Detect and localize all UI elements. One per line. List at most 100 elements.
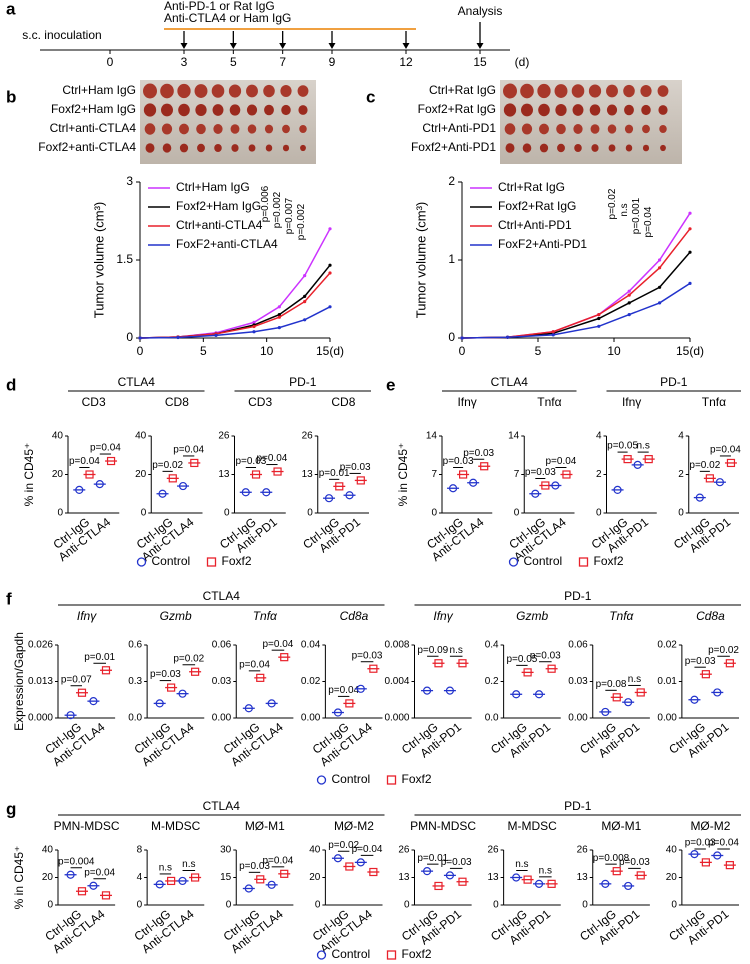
p-value: p=0.03: [530, 650, 561, 661]
foxf2-point: [725, 861, 734, 870]
foxf2-point: [644, 455, 653, 464]
p-value: n.s: [182, 859, 195, 870]
subplot-title: MØ-M2: [334, 819, 374, 833]
point: [328, 227, 332, 231]
tumor: [657, 85, 669, 97]
tumor: [520, 83, 534, 99]
group-title: PD-1: [564, 589, 592, 603]
control-point: [345, 491, 354, 500]
legend-swatch: [316, 950, 327, 960]
control-point: [89, 881, 98, 890]
y-tick-label: 13: [577, 872, 589, 883]
foxf2-point: [256, 875, 265, 884]
control-point: [324, 494, 334, 503]
tumor: [624, 124, 634, 134]
control-point: [155, 699, 164, 708]
tumor: [264, 104, 274, 116]
point: [252, 330, 256, 334]
p-value: p=0.01: [417, 853, 448, 864]
x-tick-label: 10: [607, 344, 621, 358]
arrow-head: [402, 43, 410, 49]
legend-label: Control: [524, 554, 563, 568]
tumor: [194, 84, 208, 98]
foxf2-point: [345, 699, 354, 708]
foxf2-point: [523, 875, 532, 884]
treatment-label: Anti-CTLA4 or Ham IgG: [164, 11, 291, 25]
p-value: p=0.03: [443, 456, 474, 467]
control-point: [267, 699, 276, 708]
control-point: [624, 881, 633, 891]
x-tick-label: 5: [535, 344, 542, 358]
p-value: n.s: [637, 441, 650, 452]
p-value: p=0.05: [506, 654, 537, 665]
point: [597, 324, 601, 328]
control-point: [89, 697, 98, 706]
tumor: [211, 84, 225, 98]
foxf2-point: [547, 879, 556, 888]
point: [277, 326, 281, 330]
control-point: [75, 485, 84, 494]
control-point: [690, 695, 699, 704]
point: [303, 318, 307, 322]
y-tick-label: 0.06: [212, 640, 232, 651]
tumor: [642, 144, 650, 152]
subplot-title: CD8: [165, 395, 189, 409]
control-point: [155, 880, 164, 889]
y-tick-label: 0.6: [128, 640, 142, 651]
y-tick-label: 14: [426, 431, 438, 442]
y-tick-label: 0: [57, 508, 63, 519]
p-value: p=0.04: [710, 445, 741, 456]
point: [658, 285, 662, 289]
panel-letter: c: [366, 87, 375, 106]
point: [277, 305, 281, 309]
foxf2-point: [562, 470, 571, 479]
y-tick-label: 40: [135, 431, 147, 442]
control-point: [333, 854, 343, 863]
point: [506, 335, 510, 339]
tumor: [504, 123, 516, 135]
point: [138, 336, 142, 340]
tumor: [161, 123, 173, 135]
point: [627, 301, 631, 305]
y-tick-label: 1.5: [116, 252, 133, 266]
foxf2-point: [356, 476, 365, 485]
panel-letter: g: [6, 799, 16, 818]
tumor: [145, 143, 155, 153]
tumor: [658, 105, 668, 115]
foxf2-point: [345, 862, 354, 871]
tumor: [624, 104, 634, 116]
tick-label: 9: [329, 55, 336, 69]
point: [328, 263, 332, 267]
series-line: [461, 212, 691, 339]
row-label: Ctrl+Rat IgG: [429, 83, 496, 97]
y-axis-label: % in CD45⁺: [12, 846, 26, 910]
foxf2-point: [701, 858, 710, 867]
y-tick-label: 0: [671, 900, 677, 911]
tumor: [522, 143, 532, 153]
subplot-title: Tnfα: [609, 609, 634, 623]
y-tick-label: 4: [678, 431, 684, 442]
p-value: p=0.02: [689, 460, 720, 471]
point: [252, 320, 256, 324]
legend-swatch: [508, 557, 519, 567]
point: [688, 281, 692, 285]
series-line: [461, 282, 691, 339]
foxf2-point: [191, 667, 200, 676]
p-value: p=0.03: [239, 861, 270, 872]
p-value: n.s: [450, 645, 463, 656]
point: [688, 211, 692, 215]
p-value: p=0.02: [607, 188, 618, 219]
legend-swatch: [206, 557, 217, 567]
tumor: [246, 104, 258, 116]
tumor: [640, 85, 652, 97]
y-tick-label: 20: [309, 872, 321, 883]
series-line: [139, 306, 331, 339]
p-value: p=0.03: [685, 656, 716, 667]
tumor: [606, 84, 618, 98]
tumor: [160, 83, 174, 99]
y-tick-label: 0: [404, 900, 410, 911]
subplot-title: Ifnγ: [433, 609, 453, 623]
y-tick-label: 7: [514, 469, 520, 480]
p-value: p=0.03: [235, 456, 266, 467]
